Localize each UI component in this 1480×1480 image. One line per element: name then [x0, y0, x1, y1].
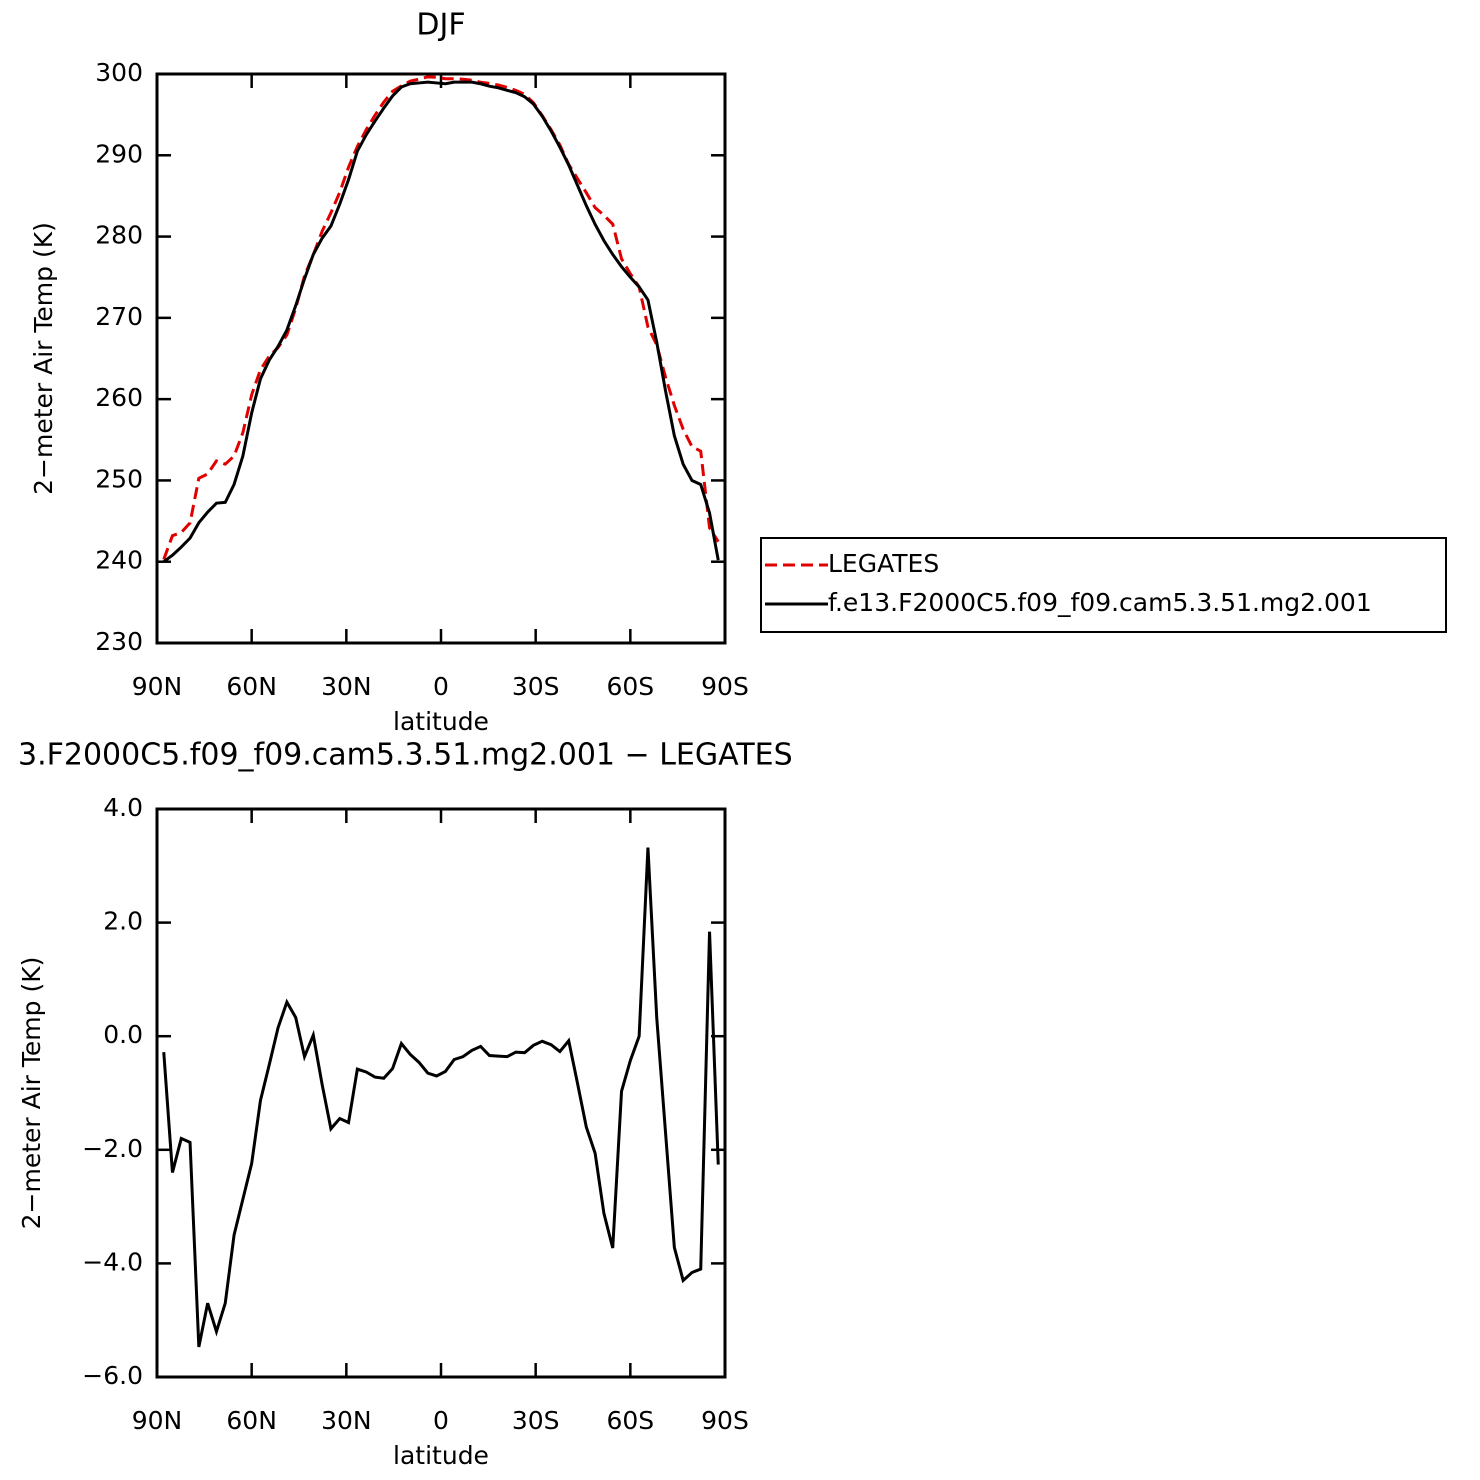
chart-title: 3.F2000C5.f09_f09.cam5.3.51.mg2.001 − LE… [18, 738, 793, 773]
x-tick-label: 90S [701, 1406, 749, 1435]
chart-title: DJF [416, 8, 465, 43]
x-tick-label: 60S [606, 1406, 654, 1435]
x-tick-label: 90S [701, 672, 749, 701]
plot-frame [155, 72, 727, 645]
y-tick-label: 250 [95, 464, 143, 493]
x-tick-label: 60N [226, 1406, 277, 1435]
y-tick-label: −4.0 [82, 1247, 143, 1276]
y-tick-label: 290 [95, 139, 143, 168]
x-tick-label: 90N [132, 672, 183, 701]
legend-label: LEGATES [828, 549, 939, 578]
y-tick-label: 270 [95, 302, 143, 331]
legend-box [760, 537, 1447, 633]
x-tick-label: 30N [321, 1406, 372, 1435]
data-line [162, 75, 720, 560]
y-tick-label: 4.0 [103, 793, 143, 822]
y-tick-label: 240 [95, 546, 143, 575]
x-axis-label: latitude [393, 1441, 489, 1470]
y-tick-label: 280 [95, 221, 143, 250]
y-axis-label: 2−meter Air Temp (K) [17, 957, 46, 1230]
plot-frame [155, 807, 727, 1379]
data-line [162, 80, 720, 563]
x-tick-label: 60S [606, 672, 654, 701]
legend-label: f.e13.F2000C5.f09_f09.cam5.3.51.mg2.001 [828, 588, 1372, 617]
y-tick-label: 300 [95, 58, 143, 87]
x-tick-label: 0 [433, 1406, 449, 1435]
y-axis-label: 2−meter Air Temp (K) [29, 222, 58, 495]
y-tick-label: −2.0 [82, 1134, 143, 1163]
data-line [162, 847, 720, 1348]
y-tick-label: 230 [95, 627, 143, 656]
x-tick-label: 90N [132, 1406, 183, 1435]
x-tick-label: 30N [321, 672, 372, 701]
x-tick-label: 30S [512, 1406, 560, 1435]
x-axis-label: latitude [393, 707, 489, 736]
y-tick-label: −6.0 [82, 1361, 143, 1390]
y-tick-label: 2.0 [103, 907, 143, 936]
x-tick-label: 30S [512, 672, 560, 701]
x-tick-label: 60N [226, 672, 277, 701]
y-tick-label: 0.0 [103, 1020, 143, 1049]
x-tick-label: 0 [433, 672, 449, 701]
y-tick-label: 260 [95, 383, 143, 412]
